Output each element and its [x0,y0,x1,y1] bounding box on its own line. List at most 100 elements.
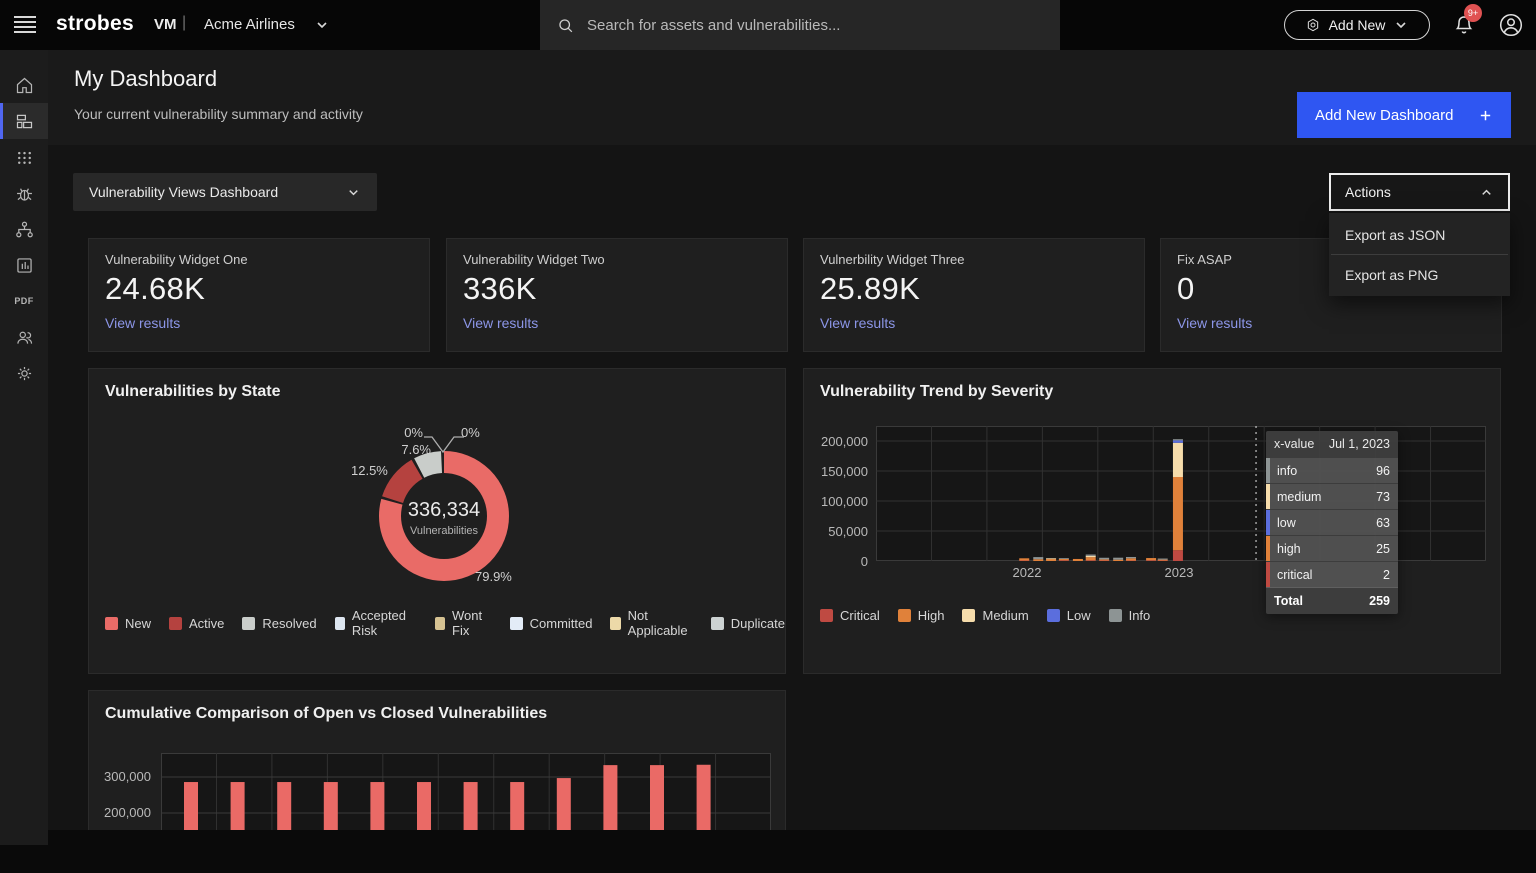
global-search [540,0,1060,50]
widget-value: 336K [463,271,537,306]
cumulative-bar [230,782,245,830]
tooltip-row-label: critical [1277,567,1313,582]
chart-title: Cumulative Comparison of Open vs Closed … [105,705,548,722]
pdf-icon: PDF [14,296,34,306]
sitemap-icon [15,221,33,237]
legend-item-resolved[interactable]: Resolved [242,608,317,638]
y-tick: 0 [860,554,868,569]
main-content: My Dashboard Your current vulnerability … [48,50,1536,830]
hamburger-menu-icon[interactable] [14,16,38,34]
legend-item-committed[interactable]: Committed [509,608,592,638]
legend-item-active[interactable]: Active [169,608,224,638]
legend-item-medium[interactable]: Medium [962,608,1029,623]
notification-badge: 9+ [1464,4,1482,22]
legend-label: Not Applicable [627,608,688,638]
trend-chart-card: Vulnerability Trend by Severity 200,000 1… [803,368,1501,674]
bug-icon [16,187,32,201]
donut-callout: 0% [461,425,480,440]
legend-item-low[interactable]: Low [1046,608,1091,623]
severity-legend: Critical High Medium Low Info [820,608,1150,623]
actions-menu-item[interactable]: Export as JSON [1345,226,1446,243]
legend-item-high[interactable]: High [897,608,945,623]
state-chart-card: Vulnerabilities by State 336,334 Vulnera… [88,368,786,674]
tooltip-row-value: 2 [1383,567,1390,582]
legend-item-not-applicable[interactable]: Not Applicable [610,608,692,638]
tooltip-row-label: high [1277,541,1301,556]
sidebar-item-apps[interactable] [0,139,48,175]
widget-card: Vulnerability Widget Two 336K View resul… [446,238,788,352]
actions-menu-item[interactable]: Export as PNG [1345,266,1439,283]
add-new-dashboard-label: Add New Dashboard [1315,106,1454,124]
view-results-link[interactable]: View results [105,315,181,331]
sidebar: PDF [0,50,48,845]
actions-dropdown-button[interactable]: Actions [1329,173,1510,211]
widget-value: 0 [1177,271,1195,306]
sidebar-item-teams[interactable] [0,319,48,355]
sidebar-item-hierarchy[interactable] [0,211,48,247]
view-results-link[interactable]: View results [463,315,539,331]
legend-swatch [1108,609,1122,622]
sidebar-item-dashboards[interactable] [0,103,48,139]
legend-item-new[interactable]: New [105,608,151,638]
legend-label: Active [189,615,225,631]
chevron-up-icon [1482,189,1491,195]
legend-swatch [434,616,445,630]
cumulative-bar [184,782,198,830]
donut-callout: 0% [404,425,423,440]
sidebar-item-reports[interactable] [0,247,48,283]
legend-label: Duplicate [730,615,785,631]
sidebar-item-pdf-reports[interactable]: PDF [0,283,48,319]
chevron-down-icon[interactable] [314,17,330,33]
page-header-band [48,50,1536,145]
view-results-link[interactable]: View results [1177,315,1253,331]
legend-label: Resolved [262,615,317,631]
widget-title: Vulnerbility Widget Three [820,252,965,267]
sidebar-item-vulnerabilities[interactable] [0,175,48,211]
home-icon [16,77,32,93]
donut-slice-resolved[interactable] [371,443,517,589]
donut-callout: 7.6% [401,442,431,457]
dashboard-select[interactable]: Vulnerability Views Dashboard [73,173,377,211]
legend-item-wont-fix[interactable]: Wont Fix [434,608,492,638]
y-tick: 50,000 [828,524,868,539]
tooltip-total-label: Total [1274,594,1303,608]
legend-item-critical[interactable]: Critical [820,608,880,623]
y-tick: 200,000 [821,434,868,449]
tooltip-x-label: x-value [1274,437,1315,451]
widget-value: 24.68K [105,271,206,306]
tooltip-row-low: low 63 [1266,510,1398,535]
tooltip-row-swatch [1266,510,1270,535]
tooltip-row-swatch [1266,536,1270,561]
y-tick: 150,000 [821,464,868,479]
donut-slice-new[interactable] [379,451,509,581]
sidebar-item-home[interactable] [0,67,48,103]
organization-selector[interactable]: Acme Airlines [204,16,295,33]
cumulative-bar [510,782,525,830]
legend-label: Info [1128,608,1151,623]
legend-item-duplicate[interactable]: Duplicate [710,608,785,638]
cumulative-bar [463,782,478,830]
cumulative-plot[interactable] [161,753,771,830]
view-results-link[interactable]: View results [820,315,896,331]
add-new-dashboard-button[interactable]: Add New Dashboard [1297,92,1511,138]
tooltip-row-label: medium [1277,489,1322,504]
add-new-button[interactable]: Add New [1284,10,1430,40]
legend-swatch [242,616,256,630]
legend-item-info[interactable]: Info [1108,608,1151,623]
sidebar-item-settings[interactable] [0,355,48,391]
legend-swatch [334,616,345,630]
profile-avatar[interactable] [1498,12,1524,38]
tooltip-row-critical: critical 2 [1266,562,1398,587]
legend-item-accepted-risk[interactable]: Accepted Risk [334,608,417,638]
cumulative-bar [650,765,664,830]
search-input[interactable] [587,16,1027,34]
donut-chart[interactable] [359,431,529,601]
donut-center-label: Vulnerabilities [409,525,479,537]
grid-dots-icon [17,151,31,164]
tooltip-row-value: 96 [1376,463,1390,478]
legend-label: High [917,608,945,623]
widget-value: 25.89K [820,271,921,306]
module-label: VM [154,16,177,33]
y-tick: 200,000 [104,805,151,820]
